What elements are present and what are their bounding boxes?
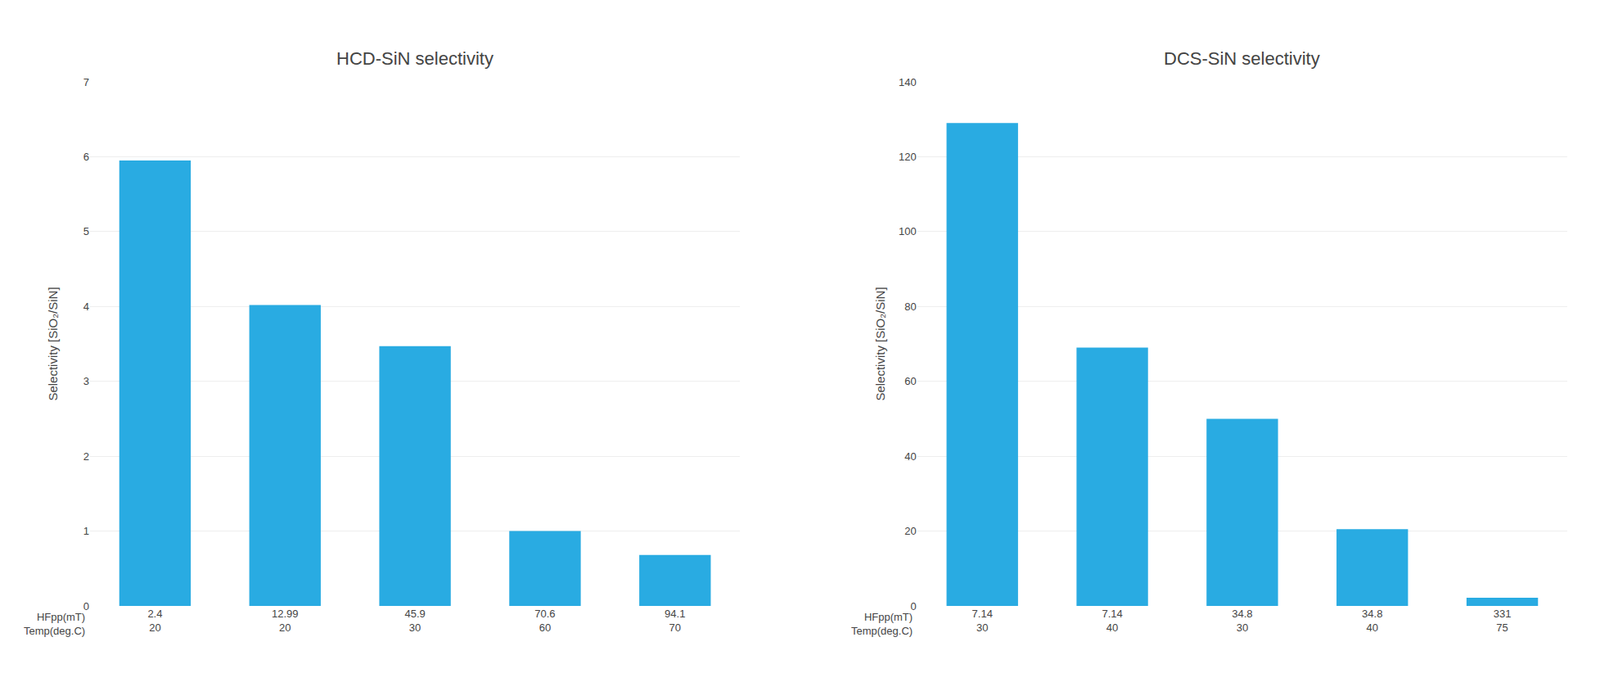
svg-text:5: 5: [83, 225, 90, 238]
svg-text:7.1430: 7.1430: [972, 607, 993, 634]
svg-text:4: 4: [83, 300, 90, 313]
svg-text:34.840: 34.840: [1361, 607, 1383, 634]
svg-text:12.9920: 12.9920: [271, 607, 299, 634]
svg-text:100: 100: [898, 225, 917, 238]
svg-text:1: 1: [83, 524, 90, 537]
svg-text:60: 60: [904, 374, 916, 388]
svg-text:0: 0: [910, 599, 917, 613]
svg-text:70.660: 70.660: [534, 607, 555, 634]
svg-text:33175: 33175: [1493, 607, 1512, 634]
svg-text:Selectivity [SiO₂/SiN]: Selectivity [SiO₂/SiN]: [873, 286, 888, 401]
svg-text:3: 3: [83, 374, 90, 388]
svg-text:80: 80: [904, 300, 916, 313]
svg-text:0: 0: [83, 599, 90, 613]
svg-text:40: 40: [904, 450, 916, 463]
svg-text:20: 20: [904, 524, 916, 537]
svg-text:45.930: 45.930: [404, 607, 425, 634]
svg-text:Selectivity [SiO₂/SiN]: Selectivity [SiO₂/SiN]: [45, 286, 60, 401]
svg-text:140: 140: [898, 76, 917, 89]
svg-text:94.170: 94.170: [664, 607, 686, 634]
svg-text:HCD-SiN selectivity: HCD-SiN selectivity: [336, 48, 494, 69]
svg-text:34.830: 34.830: [1231, 607, 1253, 634]
svg-text:2: 2: [83, 450, 90, 463]
svg-text:7: 7: [83, 76, 90, 89]
svg-text:6: 6: [83, 150, 90, 163]
svg-text:HFpp(mT)Temp(deg.C): HFpp(mT)Temp(deg.C): [23, 610, 86, 637]
svg-text:HFpp(mT)Temp(deg.C): HFpp(mT)Temp(deg.C): [851, 610, 913, 637]
svg-text:2.420: 2.420: [147, 607, 163, 634]
svg-text:7.1440: 7.1440: [1101, 607, 1123, 634]
svg-text:DCS-SiN selectivity: DCS-SiN selectivity: [1163, 48, 1321, 69]
svg-text:120: 120: [898, 150, 917, 163]
